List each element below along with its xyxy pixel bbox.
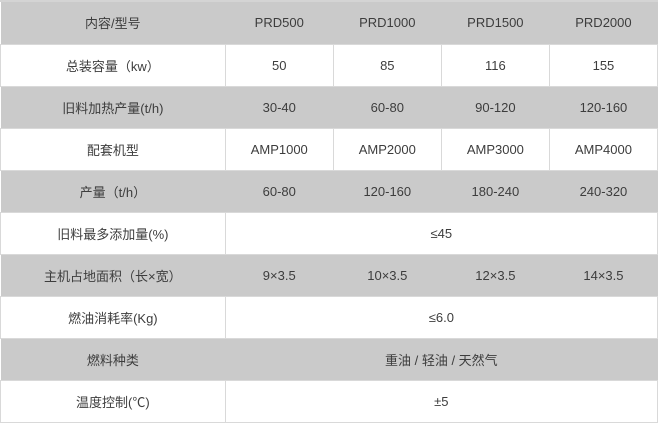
merged-value-cell: 重油 / 轻油 / 天然气	[225, 338, 658, 380]
table-row: 总装容量（kw） 50 85 116 155	[0, 43, 658, 87]
header-model-cell: PRD2000	[549, 2, 658, 44]
value-cell: 155	[548, 43, 658, 87]
table-header-row: 内容/型号 PRD500 PRD1000 PRD1500 PRD2000	[0, 2, 658, 44]
header-model-cell: PRD1000	[333, 2, 442, 44]
table-row: 燃油消耗率(Kg) ≤6.0	[0, 295, 658, 339]
merged-value-cell: ≤6.0	[224, 295, 658, 339]
value-cell: 60-80	[333, 86, 442, 128]
value-cell: 14×3.5	[549, 254, 658, 296]
value-cell: AMP2000	[332, 127, 442, 171]
value-cell: 85	[332, 43, 442, 87]
header-model-cell: PRD1500	[441, 2, 550, 44]
value-cell: AMP3000	[440, 127, 550, 171]
value-cell: 240-320	[549, 170, 658, 212]
table-row: 温度控制(℃) ±5	[0, 379, 658, 423]
table-row: 旧料加热产量(t/h) 30-40 60-80 90-120 120-160	[0, 86, 658, 128]
merged-value-cell: ±5	[224, 379, 658, 423]
value-cell: 90-120	[441, 86, 550, 128]
value-cell: 116	[440, 43, 550, 87]
merged-value-cell: ≤45	[224, 211, 658, 255]
table-row: 主机占地面积（长×宽） 9×3.5 10×3.5 12×3.5 14×3.5	[0, 254, 658, 296]
value-cell: 30-40	[225, 86, 334, 128]
row-label-cell: 主机占地面积（长×宽）	[0, 254, 226, 296]
header-label-cell: 内容/型号	[0, 2, 226, 44]
row-label-cell: 燃料种类	[0, 338, 226, 380]
header-model-cell: PRD500	[225, 2, 334, 44]
value-cell: AMP1000	[224, 127, 334, 171]
value-cell: 120-160	[549, 86, 658, 128]
value-cell: 10×3.5	[333, 254, 442, 296]
value-cell: 50	[224, 43, 334, 87]
row-label-cell: 温度控制(℃)	[0, 379, 226, 423]
row-label-cell: 产量（t/h）	[0, 170, 226, 212]
table-row: 燃料种类 重油 / 轻油 / 天然气	[0, 338, 658, 380]
value-cell: 9×3.5	[225, 254, 334, 296]
row-label-cell: 旧料加热产量(t/h)	[0, 86, 226, 128]
table-row: 配套机型 AMP1000 AMP2000 AMP3000 AMP4000	[0, 127, 658, 171]
row-label-cell: 燃油消耗率(Kg)	[0, 295, 226, 339]
value-cell: 120-160	[333, 170, 442, 212]
table-row: 产量（t/h） 60-80 120-160 180-240 240-320	[0, 170, 658, 212]
value-cell: 60-80	[225, 170, 334, 212]
value-cell: 12×3.5	[441, 254, 550, 296]
row-label-cell: 配套机型	[0, 127, 226, 171]
row-label-cell: 总装容量（kw）	[0, 43, 226, 87]
value-cell: 180-240	[441, 170, 550, 212]
table-row: 旧料最多添加量(%) ≤45	[0, 211, 658, 255]
row-label-cell: 旧料最多添加量(%)	[0, 211, 226, 255]
value-cell: AMP4000	[548, 127, 658, 171]
